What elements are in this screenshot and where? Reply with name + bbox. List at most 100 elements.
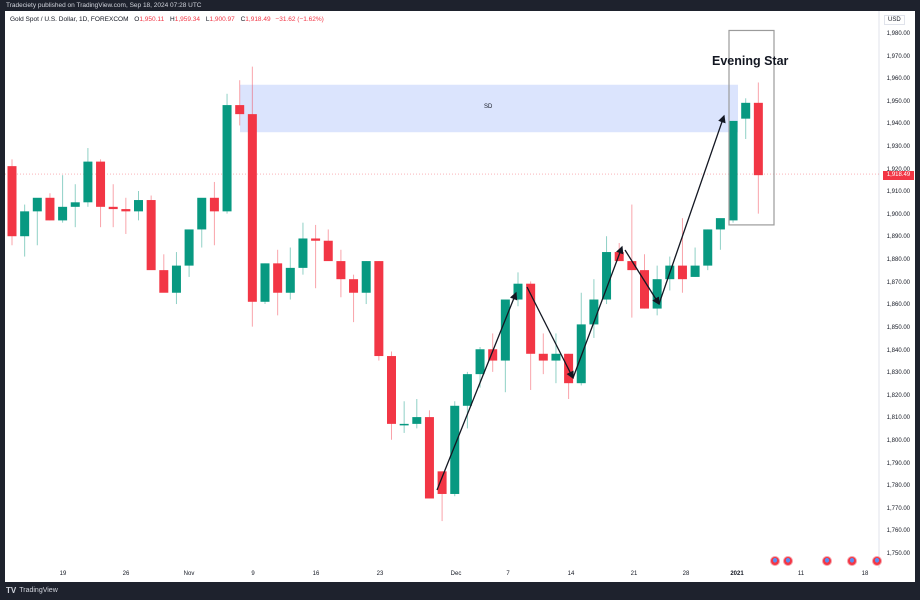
price-tick: 1,790.00 <box>886 460 910 467</box>
us-flag-event-icon[interactable] <box>847 556 857 566</box>
bullish-candle <box>715 218 725 230</box>
tradingview-logo-icon: TV <box>6 586 17 595</box>
bullish-candle <box>361 261 371 293</box>
time-tick: 14 <box>567 571 575 577</box>
bearish-candle <box>209 197 219 212</box>
price-tick: 1,840.00 <box>886 347 910 354</box>
price-tick: 1,760.00 <box>886 528 910 535</box>
price-tick: 1,810.00 <box>886 415 910 422</box>
brand-name: TradingView <box>19 587 58 594</box>
open-value: 1,950.11 <box>139 16 165 23</box>
currency-button[interactable]: USD <box>884 15 905 25</box>
supply-demand-zone-label: SD <box>484 104 493 110</box>
bearish-candle <box>336 261 346 280</box>
price-tick: 1,850.00 <box>886 324 910 331</box>
price-tick: 1,970.00 <box>886 53 910 60</box>
time-tick: 2021 <box>730 571 744 577</box>
bullish-candle <box>602 252 612 300</box>
symbol-legend: Gold Spot / U.S. Dollar, 1D, FOREXCOM O1… <box>10 16 324 23</box>
time-tick: Dec <box>450 571 462 577</box>
price-tick: 1,820.00 <box>886 392 910 399</box>
time-tick: 28 <box>682 571 690 577</box>
close-value: 1,918.49 <box>245 16 271 23</box>
price-tick: 1,750.00 <box>886 551 910 558</box>
bearish-candle <box>108 206 118 210</box>
bullish-candle <box>513 283 523 300</box>
bullish-candle <box>462 374 472 406</box>
bearish-candle <box>538 353 548 361</box>
time-tick: 19 <box>59 571 67 577</box>
bullish-candle <box>70 202 80 207</box>
bullish-candle <box>260 263 270 302</box>
bearish-candle <box>323 240 333 262</box>
bearish-candle <box>753 102 763 176</box>
price-tick: 1,800.00 <box>886 437 910 444</box>
trend-arrow <box>572 245 624 379</box>
bullish-candle <box>184 229 194 266</box>
bullish-candle <box>652 279 662 309</box>
bearish-candle <box>96 161 106 207</box>
price-tick: 1,770.00 <box>886 505 910 512</box>
supply-demand-zone <box>240 84 738 133</box>
price-tick: 1,980.00 <box>886 31 910 37</box>
bearish-candle <box>7 166 17 237</box>
us-flag-event-icon[interactable] <box>783 556 793 566</box>
time-tick: 21 <box>630 571 638 577</box>
publisher-line: Tradeciety published on TradingView.com,… <box>6 2 202 9</box>
bullish-candle <box>197 197 207 230</box>
low-value: 1,900.97 <box>209 16 235 23</box>
bearish-candle <box>349 279 359 293</box>
bearish-candle <box>45 197 55 221</box>
bearish-candle <box>437 471 447 494</box>
bullish-candle <box>58 206 68 221</box>
footer-brand[interactable]: TV TradingView <box>6 586 58 595</box>
time-tick: 7 <box>506 571 510 577</box>
price-tick: 1,780.00 <box>886 483 910 490</box>
time-tick: 11 <box>797 571 805 577</box>
bearish-candle <box>235 105 245 115</box>
us-flag-event-icon[interactable] <box>822 556 832 566</box>
price-tick: 1,950.00 <box>886 98 910 105</box>
bullish-candle <box>412 417 422 424</box>
trend-arrow <box>658 114 726 305</box>
bearish-candle <box>627 261 637 271</box>
symbol-name: Gold Spot / U.S. Dollar, 1D, FOREXCOM <box>10 16 129 23</box>
bullish-candle <box>222 105 232 212</box>
bearish-candle <box>488 349 498 361</box>
bullish-candle <box>32 197 42 212</box>
bullish-candle <box>728 120 738 221</box>
bullish-candle <box>285 267 295 293</box>
price-tick: 1,900.00 <box>886 211 910 218</box>
bullish-candle <box>171 265 181 293</box>
us-flag-event-icon[interactable] <box>770 556 780 566</box>
evening-star-label: Evening Star <box>712 54 789 68</box>
bullish-candle <box>741 102 751 119</box>
bullish-candle <box>576 324 586 384</box>
change-value: −31.62 (−1.62%) <box>275 16 324 23</box>
bullish-candle <box>690 265 700 277</box>
price-tick: 1,910.00 <box>886 189 910 196</box>
bearish-candle <box>526 283 536 354</box>
bearish-candle <box>424 417 434 499</box>
price-tick: 1,930.00 <box>886 144 910 151</box>
price-tick: 1,960.00 <box>886 76 910 83</box>
time-tick: 16 <box>312 571 320 577</box>
bearish-candle <box>311 238 321 241</box>
us-flag-event-icon[interactable] <box>872 556 882 566</box>
bullish-candle <box>83 161 93 203</box>
bullish-candle <box>551 353 561 361</box>
bullish-candle <box>450 405 460 494</box>
time-tick: Nov <box>183 571 195 577</box>
time-tick: 26 <box>122 571 130 577</box>
trend-arrow <box>526 286 574 380</box>
bullish-candle <box>475 349 485 375</box>
price-tick: 1,890.00 <box>886 234 910 241</box>
time-tick: 18 <box>861 571 869 577</box>
bearish-candle <box>614 252 624 262</box>
bullish-candle <box>399 423 409 426</box>
bearish-candle <box>159 270 169 293</box>
current-price-label: 1,918.49 <box>883 171 914 180</box>
bearish-candle <box>640 270 649 309</box>
bearish-candle <box>273 263 283 293</box>
